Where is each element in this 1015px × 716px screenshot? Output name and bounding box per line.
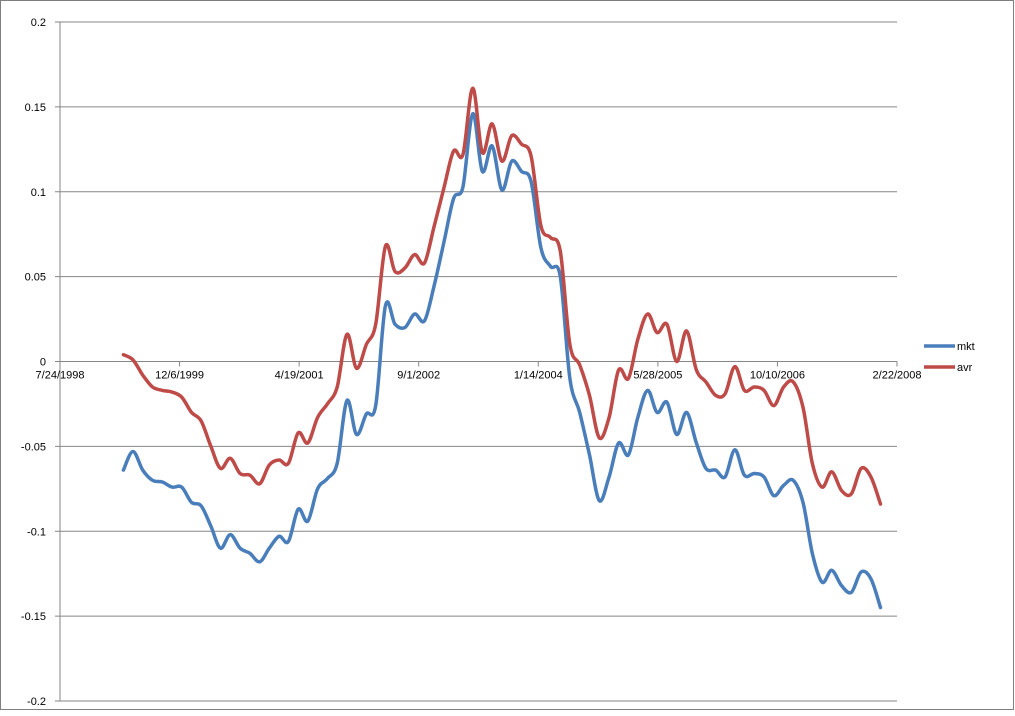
gridlines (60, 21, 897, 702)
legend-label-mkt: mkt (957, 341, 975, 353)
x-tick-label: 5/28/2005 (633, 370, 682, 382)
x-tick-label: 12/6/1999 (155, 370, 204, 382)
y-tick-label: 0.05 (25, 272, 46, 284)
y-tick-label: 0.1 (31, 187, 46, 199)
y-tick-label: -0.2 (27, 696, 46, 708)
y-tick-label: 0.15 (25, 102, 46, 114)
x-tick-label: 4/19/2001 (275, 370, 324, 382)
series-line-avr (121, 86, 883, 506)
y-tick-label: -0.05 (21, 441, 46, 453)
x-tick-label: 10/10/2006 (750, 370, 805, 382)
y-tick-label: 0.2 (31, 17, 46, 29)
legend-label-avr: avr (957, 362, 973, 374)
legend: mkt avr (924, 341, 975, 374)
x-tick-label: 1/14/2004 (514, 370, 563, 382)
x-tick-label: 2/22/2008 (873, 370, 922, 382)
y-axis-ticks: 0.2 0.15 0.1 0.05 0 -0.05 -0.1 -0.15 -0.2 (21, 17, 60, 708)
x-tick-label: 7/24/1998 (36, 370, 85, 382)
series-lines (121, 86, 883, 610)
y-tick-label: -0.15 (21, 611, 46, 623)
y-tick-label: -0.1 (27, 526, 46, 538)
x-tick-label: 9/1/2002 (397, 370, 440, 382)
x-axis-ticks: 7/24/1998 12/6/1999 4/19/2001 9/1/2002 1/14/… (36, 361, 922, 382)
series-line-mkt (121, 111, 883, 610)
y-tick-label: 0 (40, 357, 46, 369)
